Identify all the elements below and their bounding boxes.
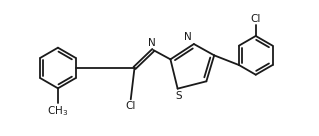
Text: Cl: Cl [126, 101, 136, 111]
Text: CH$_3$: CH$_3$ [47, 104, 69, 118]
Text: N: N [184, 32, 191, 42]
Text: Cl: Cl [250, 14, 261, 24]
Text: N: N [148, 38, 156, 47]
Text: S: S [175, 91, 182, 101]
